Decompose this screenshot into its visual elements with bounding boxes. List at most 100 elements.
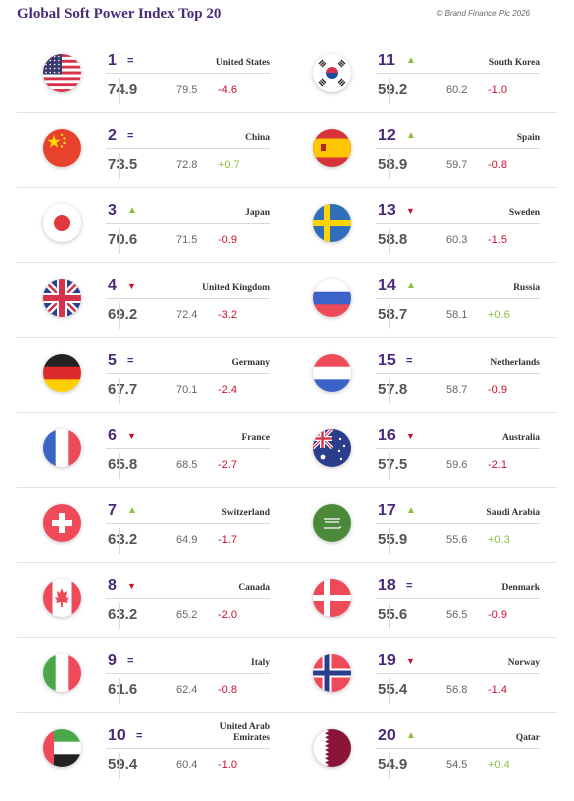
rank-row: 4 ▼ United Kingdom (106, 276, 270, 299)
score-value: 59.2 (378, 81, 408, 98)
score-value: 55.9 (378, 531, 408, 548)
previous-score: 65.2 (176, 609, 198, 621)
trend-down-icon: ▼ (406, 431, 415, 441)
country-name: Switzerland (221, 508, 270, 518)
rank-row: 13 ▼ Sweden (376, 201, 540, 224)
score-value: 58.7 (378, 306, 408, 323)
score-change: -2.4 (218, 384, 237, 396)
score-change: -0.9 (218, 234, 237, 246)
score-change: -1.0 (218, 759, 237, 771)
ranking-row: 13 ▼ Sweden 58.8 60.3 -1.5 (287, 188, 557, 263)
cn-flag-icon (43, 129, 81, 167)
score-change: -0.9 (488, 609, 507, 621)
score-value: 69.2 (108, 306, 138, 323)
score-change: -1.5 (488, 234, 507, 246)
ranking-row: 7 ▲ Switzerland 63.2 64.9 -1.7 (17, 488, 287, 563)
previous-score: 71.5 (176, 234, 198, 246)
kr-flag-icon (313, 54, 351, 92)
rank-number: 1 (108, 52, 117, 69)
rank-row: 11 ▲ South Korea (376, 51, 540, 74)
value-row: 55.6 56.5 -0.9 (376, 606, 540, 626)
country-name: United Kingdom (202, 283, 270, 293)
trend-unchanged-icon: = (136, 730, 143, 742)
rank-number: 18 (378, 577, 396, 594)
rank-number: 19 (378, 652, 396, 669)
ranking-row: 9 = Italy 61.6 62.4 -0.8 (17, 638, 287, 713)
rank-number: 10 (108, 727, 126, 744)
value-row: 63.2 65.2 -2.0 (106, 606, 270, 626)
column-divider (389, 228, 390, 254)
column-divider (119, 678, 120, 704)
it-flag-icon (43, 654, 81, 692)
country-name: South Korea (488, 58, 540, 68)
score-value: 70.6 (108, 231, 138, 248)
country-name: Spain (516, 133, 540, 143)
jp-flag-icon (43, 204, 81, 242)
ranking-row: 2 = China 73.5 72.8 +0.7 (17, 113, 287, 188)
column-divider (389, 528, 390, 554)
ranking-row: 8 ▼ Canada 63.2 65.2 -2.0 (17, 563, 287, 638)
us-flag-icon (43, 54, 81, 92)
rank-number: 14 (378, 277, 396, 294)
sa-flag-icon (313, 504, 351, 542)
trend-up-icon: ▲ (406, 730, 416, 741)
value-row: 65.8 68.5 -2.7 (106, 456, 270, 476)
previous-score: 70.1 (176, 384, 198, 396)
score-value: 58.9 (378, 156, 408, 173)
trend-unchanged-icon: = (127, 130, 134, 142)
country-name: Germany (231, 358, 270, 368)
previous-score: 72.8 (176, 159, 198, 171)
au-flag-icon (313, 429, 351, 467)
value-row: 57.5 59.6 -2.1 (376, 456, 540, 476)
score-change: +0.7 (218, 159, 240, 171)
rank-row: 20 ▲ Qatar (376, 726, 540, 749)
column-divider (119, 303, 120, 329)
rank-number: 13 (378, 202, 396, 219)
value-row: 58.9 59.7 -0.8 (376, 156, 540, 176)
value-row: 63.2 64.9 -1.7 (106, 531, 270, 551)
previous-score: 62.4 (176, 684, 198, 696)
rank-row: 14 ▲ Russia (376, 276, 540, 299)
score-value: 57.5 (378, 456, 408, 473)
ranking-row: 3 ▲ Japan 70.6 71.5 -0.9 (17, 188, 287, 263)
country-name: France (241, 433, 271, 443)
trend-up-icon: ▲ (406, 505, 416, 516)
gb-flag-icon (43, 279, 81, 317)
score-value: 59.4 (108, 756, 138, 773)
value-row: 69.2 72.4 -3.2 (106, 306, 270, 326)
ranking-column-left: 1 = United States 74.9 79.5 -4.6 2 = China 73.5 72… (17, 38, 287, 787)
country-name: Sweden (508, 208, 540, 218)
ru-flag-icon (313, 279, 351, 317)
previous-score: 68.5 (176, 459, 198, 471)
column-divider (119, 753, 120, 779)
column-divider (119, 378, 120, 404)
country-name: United Arab Emirates (219, 722, 270, 743)
previous-score: 60.4 (176, 759, 198, 771)
column-divider (389, 678, 390, 704)
previous-score: 55.6 (446, 534, 468, 546)
previous-score: 60.3 (446, 234, 468, 246)
es-flag-icon (313, 129, 351, 167)
ranking-row: 17 ▲ Saudi Arabia 55.9 55.6 +0.3 (287, 488, 557, 563)
score-change: -4.6 (218, 84, 237, 96)
rank-number: 12 (378, 127, 396, 144)
dk-flag-icon (313, 579, 351, 617)
trend-unchanged-icon: = (127, 55, 134, 67)
value-row: 59.4 60.4 -1.0 (106, 756, 270, 776)
rank-row: 6 ▼ France (106, 426, 270, 449)
ca-flag-icon (43, 579, 81, 617)
score-change: -0.9 (488, 384, 507, 396)
score-value: 63.2 (108, 531, 138, 548)
previous-score: 79.5 (176, 84, 198, 96)
score-value: 61.6 (108, 681, 138, 698)
column-divider (389, 303, 390, 329)
rank-number: 2 (108, 127, 117, 144)
trend-up-icon: ▲ (406, 55, 416, 66)
value-row: 54.9 54.5 +0.4 (376, 756, 540, 776)
ranking-row: 1 = United States 74.9 79.5 -4.6 (17, 38, 287, 113)
score-change: -2.7 (218, 459, 237, 471)
score-value: 67.7 (108, 381, 138, 398)
score-value: 55.4 (378, 681, 408, 698)
value-row: 55.4 56.8 -1.4 (376, 681, 540, 701)
value-row: 70.6 71.5 -0.9 (106, 231, 270, 251)
